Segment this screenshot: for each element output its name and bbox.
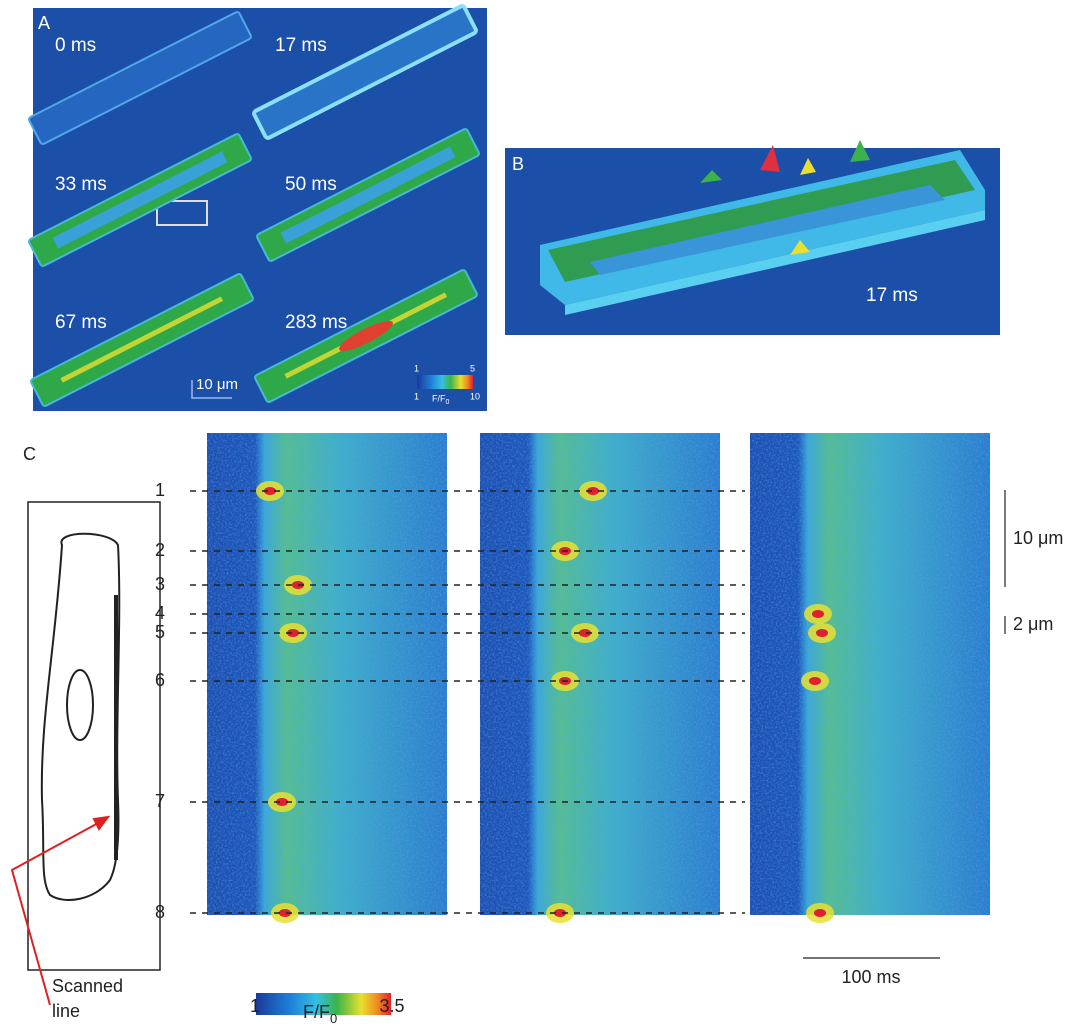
frame-time: 0 ms bbox=[55, 35, 96, 56]
colorbar-label: 10 bbox=[470, 391, 480, 401]
colorbar-label: 5 bbox=[470, 363, 475, 373]
frame-time: 17 ms bbox=[275, 35, 327, 56]
frame-time: 283 ms bbox=[285, 312, 347, 333]
row-label: 7 bbox=[155, 791, 165, 811]
hotspot-core bbox=[809, 677, 821, 685]
panel-a-colorbar bbox=[417, 375, 473, 389]
panel-label: B bbox=[512, 154, 524, 174]
figure: 0 ms 17 ms 33 ms 50 ms 67 ms 283 ms A 10 μm 1 5 1 1… bbox=[0, 0, 1078, 1027]
row-label: 2 bbox=[155, 540, 165, 560]
row-label: 8 bbox=[155, 902, 165, 922]
hotspot-core bbox=[812, 610, 824, 618]
row-label: 4 bbox=[155, 603, 165, 623]
annotation: Scanned bbox=[52, 976, 123, 996]
heatmap-noise bbox=[480, 433, 720, 915]
row-label: 6 bbox=[155, 670, 165, 690]
frame-time: 17 ms bbox=[866, 285, 918, 306]
heatmap-noise bbox=[207, 433, 447, 915]
panel-label: C bbox=[23, 444, 36, 464]
scale-label: 10 μm bbox=[1013, 528, 1063, 548]
hotspot-core bbox=[816, 629, 828, 637]
annotation: line bbox=[52, 1001, 80, 1021]
scale-label: 100 ms bbox=[841, 967, 900, 987]
frame-time: 50 ms bbox=[285, 174, 337, 195]
colorbar-label: 1 bbox=[414, 391, 419, 401]
colorbar-label: 3.5 bbox=[379, 996, 404, 1016]
subscript: 0 bbox=[446, 399, 450, 406]
row-label: 3 bbox=[155, 574, 165, 594]
panel-c-cell-outline bbox=[28, 502, 160, 970]
colorbar-label: 1 bbox=[414, 363, 419, 373]
hotspot-core bbox=[814, 909, 826, 917]
frame-time: 33 ms bbox=[55, 174, 107, 195]
colorbar-label: 1 bbox=[250, 996, 260, 1016]
subscript: 0 bbox=[330, 1011, 337, 1026]
scale-label: 10 μm bbox=[196, 376, 238, 393]
frame-time: 67 ms bbox=[55, 312, 107, 333]
scale-label: 2 μm bbox=[1013, 614, 1053, 634]
row-label: 5 bbox=[155, 622, 165, 642]
row-label: 1 bbox=[155, 480, 165, 500]
heatmap-noise bbox=[750, 433, 990, 915]
panel-label: A bbox=[38, 13, 50, 33]
page: {"panel_a": {"label": "A", "frames": ["0… bbox=[0, 0, 1078, 1027]
